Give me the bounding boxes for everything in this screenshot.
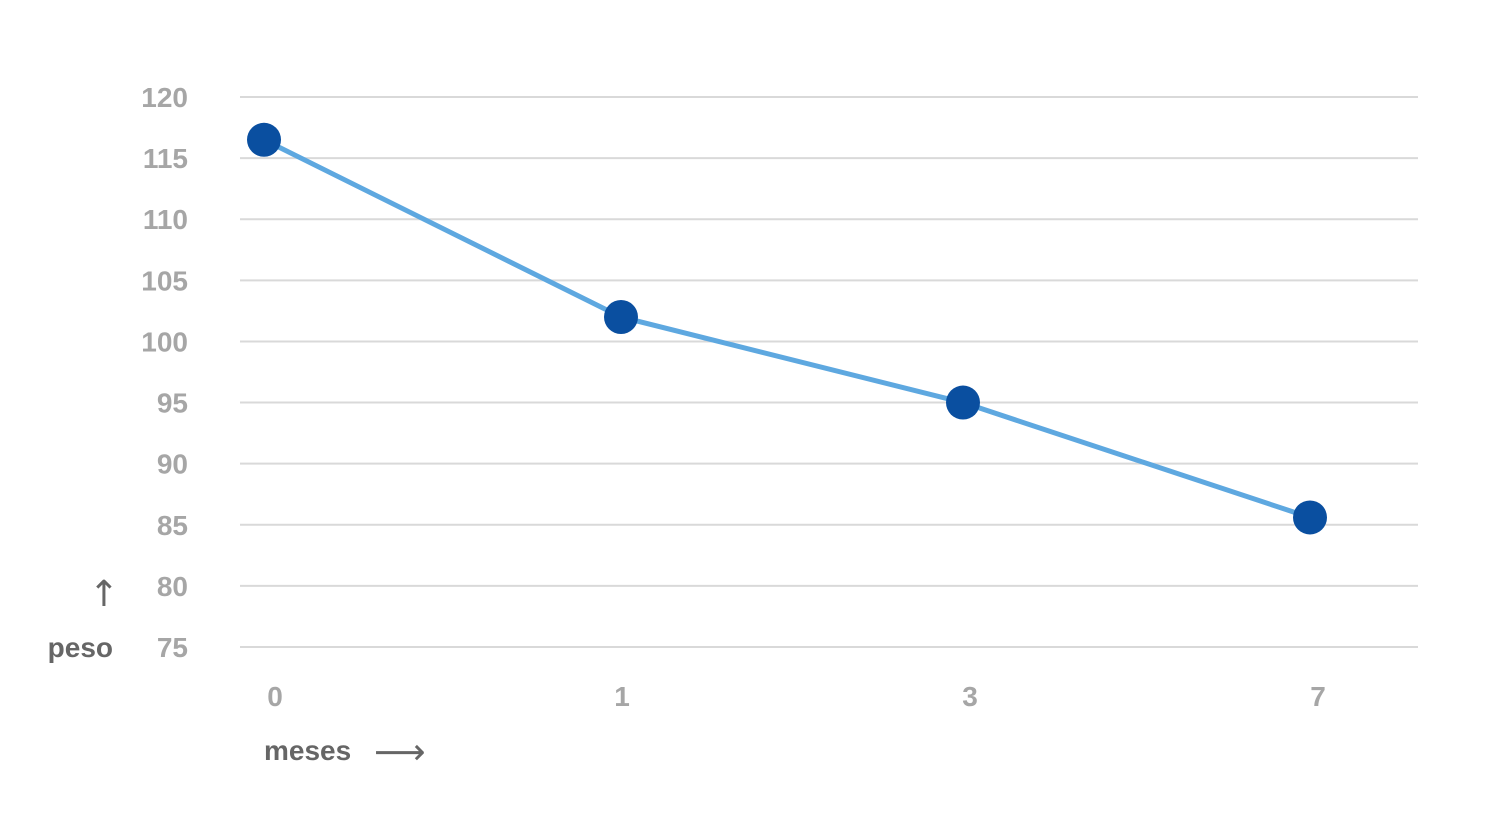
y-tick-label: 120 (141, 82, 188, 113)
y-tick-label: 95 (157, 388, 188, 419)
y-axis-title: peso (48, 632, 113, 663)
y-tick-label: 115 (143, 143, 188, 174)
y-tick-label: 75 (157, 632, 188, 663)
x-axis-title: meses (264, 735, 351, 766)
data-point-3 (946, 385, 980, 420)
y-tick-label: 90 (157, 449, 188, 480)
gridlines (240, 96, 1418, 648)
y-tick-label: 105 (141, 265, 188, 296)
y-axis-arrow: ↑ (89, 574, 119, 615)
y-tick-label: 100 (141, 326, 188, 357)
x-axis-ticks: 0 1 3 7 (267, 681, 1326, 712)
x-tick-label: 7 (1310, 681, 1326, 712)
series-weight (247, 122, 1327, 535)
x-tick-label: 3 (962, 681, 978, 712)
y-tick-label: 80 (157, 571, 188, 602)
x-tick-label: 1 (614, 681, 630, 712)
y-tick-label: 85 (157, 510, 188, 541)
x-tick-label: 0 (267, 681, 283, 712)
y-tick-label: 110 (143, 204, 188, 235)
x-axis-arrow: ⟶ (374, 732, 426, 773)
y-axis-ticks: 75 80 85 90 95 100 105 110 115 120 (141, 82, 188, 663)
series-line (262, 137, 1311, 520)
data-point-1 (604, 300, 638, 334)
data-point-0 (247, 122, 281, 157)
data-point-7 (1293, 500, 1327, 535)
